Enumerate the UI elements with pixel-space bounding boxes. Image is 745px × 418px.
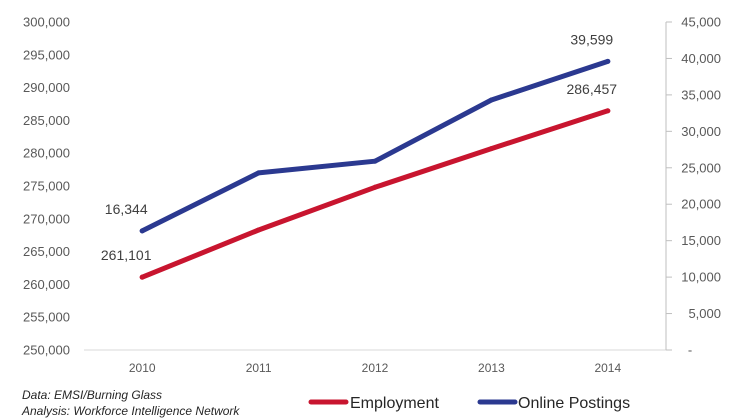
left-axis-tick-label-260000: 260,000 xyxy=(23,277,70,292)
online-postings-point-2010 xyxy=(139,228,145,234)
right-axis-tick-label-45000: 45,000 xyxy=(681,15,721,30)
data-labels: 16,344 261,101 39,599 286,457 xyxy=(101,31,617,263)
legend: Employment Online Postings xyxy=(308,395,630,412)
series-layer xyxy=(139,58,611,280)
data-label-online-postings-2014: 39,599 xyxy=(570,31,613,47)
x-axis-tick-label-2010: 2010 xyxy=(129,361,156,375)
online-postings-line xyxy=(139,58,611,234)
employment-point-2011 xyxy=(256,227,262,233)
employment-point-2013 xyxy=(488,146,494,152)
data-label-employment-2014: 286,457 xyxy=(566,81,617,97)
left-axis-tick-label-290000: 290,000 xyxy=(23,80,70,95)
right-axis-tick-label-25000: 25,000 xyxy=(681,160,721,175)
axes: 250,000 255,000 260,000 265,000 270,000 275,0… xyxy=(23,15,721,376)
online-postings-point-2011 xyxy=(256,170,262,176)
right-axis-tick-label-10000: 10,000 xyxy=(681,270,721,285)
legend-item-online-postings: Online Postings xyxy=(477,395,630,412)
left-axis-tick-label-295000: 295,000 xyxy=(23,47,70,62)
right-axis-tick-label-0: - xyxy=(688,343,692,358)
right-axis-tick-label-15000: 15,000 xyxy=(681,233,721,248)
right-axis-tick-label-5000: 5,000 xyxy=(688,306,721,321)
left-axis-tick-label-300000: 300,000 xyxy=(23,15,70,30)
note-data-source: Data: EMSI/Burning Glass xyxy=(22,388,162,402)
online-postings-point-2012 xyxy=(372,158,378,164)
legend-label-online-postings: Online Postings xyxy=(518,395,630,412)
x-axis-tick-label-2013: 2013 xyxy=(478,361,505,375)
data-label-online-postings-2010: 16,344 xyxy=(105,201,148,217)
left-axis-tick-label-265000: 265,000 xyxy=(23,244,70,259)
online-postings-point-2013 xyxy=(488,97,494,103)
note-analysis: Analysis: Workforce Intelligence Network xyxy=(21,404,240,418)
left-axis-tick-label-285000: 285,000 xyxy=(23,113,70,128)
employment-point-2010 xyxy=(139,274,145,280)
right-axis-tick-label-40000: 40,000 xyxy=(681,51,721,66)
source-notes: Data: EMSI/Burning Glass Analysis: Workf… xyxy=(21,388,240,418)
right-axis-tick-label-35000: 35,000 xyxy=(681,87,721,102)
employment-point-2014 xyxy=(605,108,611,114)
left-axis-tick-label-280000: 280,000 xyxy=(23,146,70,161)
x-axis-tick-label-2012: 2012 xyxy=(362,361,389,375)
left-axis-tick-label-255000: 255,000 xyxy=(23,310,70,325)
x-axis-tick-label-2014: 2014 xyxy=(594,361,621,375)
right-axis-tick-label-20000: 20,000 xyxy=(681,197,721,212)
employment-point-2012 xyxy=(372,184,378,190)
right-axis-tick-label-30000: 30,000 xyxy=(681,124,721,139)
left-axis-tick-label-275000: 275,000 xyxy=(23,179,70,194)
legend-label-employment: Employment xyxy=(350,395,439,412)
legend-item-employment: Employment xyxy=(308,395,439,412)
x-axis-tick-label-2011: 2011 xyxy=(246,361,272,375)
left-axis-tick-label-250000: 250,000 xyxy=(23,343,70,358)
online-postings-point-2014 xyxy=(605,58,611,64)
data-label-employment-2010: 261,101 xyxy=(101,247,152,263)
left-axis-tick-label-270000: 270,000 xyxy=(23,211,70,226)
